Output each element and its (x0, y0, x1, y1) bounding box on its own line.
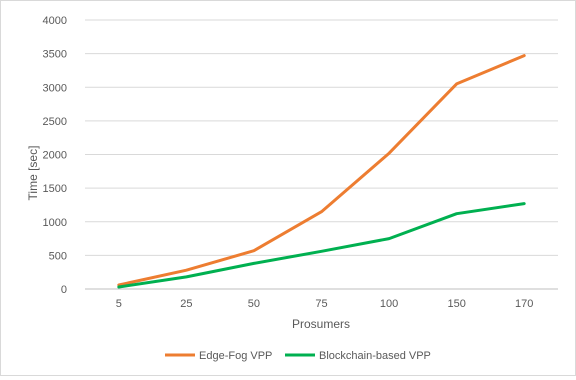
x-tick-label: 5 (116, 298, 122, 310)
y-tick-label: 0 (61, 284, 67, 296)
y-tick-label: 500 (49, 250, 67, 262)
y-axis-ticks: 0 500 1000 1500 2000 2500 3000 3500 4000 (43, 15, 67, 296)
x-tick-label: 50 (248, 298, 260, 310)
y-axis-title: Time [sec] (26, 146, 40, 201)
gridlines (85, 20, 558, 289)
x-tick-label: 75 (315, 298, 327, 310)
y-tick-label: 2000 (43, 150, 67, 162)
x-tick-label: 150 (447, 298, 465, 310)
series-line-blockchain-based-vpp (119, 204, 524, 287)
legend: Edge-Fog VPP Blockchain-based VPP (165, 350, 431, 362)
x-tick-label: 25 (180, 298, 192, 310)
y-tick-label: 3000 (43, 82, 67, 94)
series-group (119, 56, 524, 287)
x-tick-label: 100 (380, 298, 398, 310)
x-axis-title: Prosumers (292, 317, 350, 331)
y-tick-label: 4000 (43, 15, 67, 27)
legend-label: Blockchain-based VPP (319, 350, 431, 362)
y-tick-label: 3500 (43, 49, 67, 61)
y-tick-label: 1000 (43, 217, 67, 229)
y-tick-label: 1500 (43, 183, 67, 195)
x-tick-label: 170 (515, 298, 533, 310)
y-tick-label: 2500 (43, 116, 67, 128)
legend-item-edge-fog-vpp: Edge-Fog VPP (165, 350, 272, 362)
legend-label: Edge-Fog VPP (199, 350, 272, 362)
legend-item-blockchain-based-vpp: Blockchain-based VPP (285, 350, 431, 362)
x-axis-ticks: 5 25 50 75 100 150 170 (116, 298, 534, 310)
